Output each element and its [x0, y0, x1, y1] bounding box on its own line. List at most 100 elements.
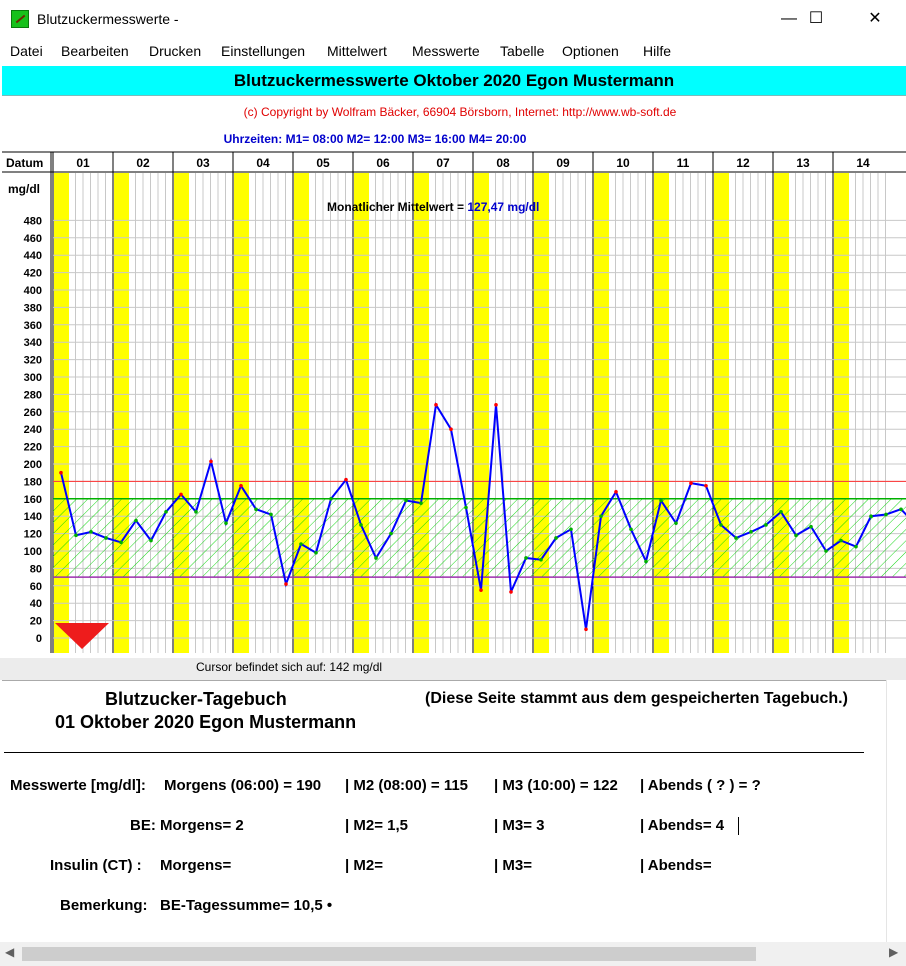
insulin-evening[interactable]: | Abends=	[640, 857, 712, 874]
menu-datei[interactable]: Datei	[10, 43, 43, 59]
menu-hilfe[interactable]: Hilfe	[643, 43, 672, 59]
data-point[interactable]	[164, 510, 168, 514]
data-point[interactable]	[119, 540, 123, 545]
menu-mittelwert[interactable]: Mittelwert	[327, 43, 387, 59]
data-point[interactable]	[629, 527, 633, 532]
data-point[interactable]	[674, 521, 678, 525]
data-point[interactable]	[314, 550, 318, 555]
menu-tabelle[interactable]: Tabelle	[500, 43, 545, 59]
data-point[interactable]	[869, 514, 873, 518]
menu-optionen[interactable]: Optionen	[562, 43, 619, 59]
data-point[interactable]	[569, 527, 573, 532]
data-point[interactable]	[104, 536, 108, 540]
cursor-marker-triangle[interactable]	[55, 623, 109, 649]
data-point[interactable]	[59, 470, 63, 475]
data-point[interactable]	[134, 518, 138, 523]
data-point[interactable]	[794, 533, 798, 538]
data-point[interactable]	[194, 510, 198, 514]
data-point[interactable]	[374, 556, 378, 560]
data-point[interactable]	[839, 538, 843, 543]
data-point[interactable]	[89, 530, 93, 534]
day-label[interactable]: 04	[256, 156, 270, 170]
data-point[interactable]	[779, 510, 783, 514]
remark-text[interactable]: BE-Tagessumme= 10,5 •	[160, 897, 333, 914]
data-point[interactable]	[764, 523, 768, 527]
data-point[interactable]	[884, 512, 888, 517]
glucose-chart[interactable]: (c) Copyright by Wolfram Bäcker, 66904 B…	[2, 98, 906, 678]
day-label[interactable]: 03	[196, 156, 210, 170]
data-point[interactable]	[74, 533, 78, 538]
minimize-button[interactable]: —	[781, 10, 797, 27]
insulin-m2[interactable]: | M2=	[345, 857, 383, 874]
day-label[interactable]: 09	[556, 156, 570, 170]
menu-einstellungen[interactable]: Einstellungen	[221, 43, 306, 59]
data-point[interactable]	[704, 483, 708, 488]
data-point[interactable]	[614, 490, 618, 494]
data-point[interactable]	[464, 505, 468, 510]
horizontal-scrollbar[interactable]: ◀ ▶	[0, 942, 906, 966]
data-point[interactable]	[299, 542, 303, 546]
data-point[interactable]	[659, 498, 663, 503]
menu-messwerte[interactable]: Messwerte	[412, 43, 480, 59]
data-point[interactable]	[449, 427, 453, 432]
menu-drucken[interactable]: Drucken	[149, 43, 202, 59]
scroll-left-icon[interactable]: ◀	[5, 945, 15, 959]
menu-bearbeiten[interactable]: Bearbeiten	[61, 43, 129, 59]
data-point[interactable]	[539, 557, 543, 562]
insulin-m3[interactable]: | M3=	[494, 857, 532, 874]
data-point[interactable]	[224, 521, 228, 525]
data-point[interactable]	[509, 590, 513, 594]
day-label[interactable]: 05	[316, 156, 330, 170]
data-point[interactable]	[179, 492, 183, 497]
day-label[interactable]: 07	[436, 156, 450, 170]
day-label[interactable]: 11	[677, 156, 690, 170]
day-label[interactable]: 10	[616, 156, 630, 170]
data-point[interactable]	[584, 627, 588, 632]
data-point[interactable]	[734, 536, 738, 540]
data-point[interactable]	[599, 514, 603, 518]
be-morning[interactable]: Morgens= 2	[160, 817, 244, 834]
day-label[interactable]: 14	[856, 156, 870, 170]
maximize-button[interactable]: ☐	[808, 10, 824, 27]
data-point[interactable]	[239, 483, 243, 488]
data-point[interactable]	[389, 531, 393, 536]
data-point[interactable]	[689, 481, 693, 485]
data-point[interactable]	[329, 497, 333, 501]
data-point[interactable]	[284, 582, 288, 586]
vertical-scrollbar[interactable]	[886, 680, 906, 942]
be-m3[interactable]: | M3= 3	[494, 817, 545, 834]
data-point[interactable]	[419, 501, 423, 505]
data-point[interactable]	[494, 403, 498, 407]
day-label[interactable]: 06	[376, 156, 390, 170]
be-evening[interactable]: | Abends= 4	[640, 817, 725, 834]
data-point[interactable]	[719, 523, 723, 527]
data-point[interactable]	[524, 556, 528, 560]
data-point[interactable]	[404, 498, 408, 503]
data-point[interactable]	[359, 523, 363, 527]
data-point[interactable]	[749, 530, 753, 534]
data-point[interactable]	[644, 559, 648, 564]
data-point[interactable]	[209, 459, 213, 464]
day-label[interactable]: 13	[796, 156, 810, 170]
scroll-right-icon[interactable]: ▶	[889, 945, 899, 959]
data-point[interactable]	[899, 507, 903, 512]
data-point[interactable]	[254, 507, 258, 512]
data-point[interactable]	[554, 536, 558, 540]
data-point[interactable]	[824, 549, 828, 553]
data-point[interactable]	[344, 477, 348, 482]
data-point[interactable]	[434, 403, 438, 407]
data-point[interactable]	[479, 588, 483, 592]
close-button[interactable]: ✕	[868, 10, 882, 27]
day-label[interactable]: 01	[76, 156, 90, 170]
data-point[interactable]	[269, 512, 273, 517]
data-point[interactable]	[809, 524, 813, 529]
app-icon	[11, 10, 29, 28]
data-point[interactable]	[149, 538, 153, 543]
day-label[interactable]: 02	[136, 156, 150, 170]
day-label[interactable]: 08	[496, 156, 510, 170]
data-point[interactable]	[854, 544, 858, 549]
scroll-thumb[interactable]	[22, 947, 756, 961]
be-m2[interactable]: | M2= 1,5	[345, 817, 408, 834]
day-label[interactable]: 12	[736, 156, 750, 170]
insulin-morning[interactable]: Morgens=	[160, 857, 232, 874]
